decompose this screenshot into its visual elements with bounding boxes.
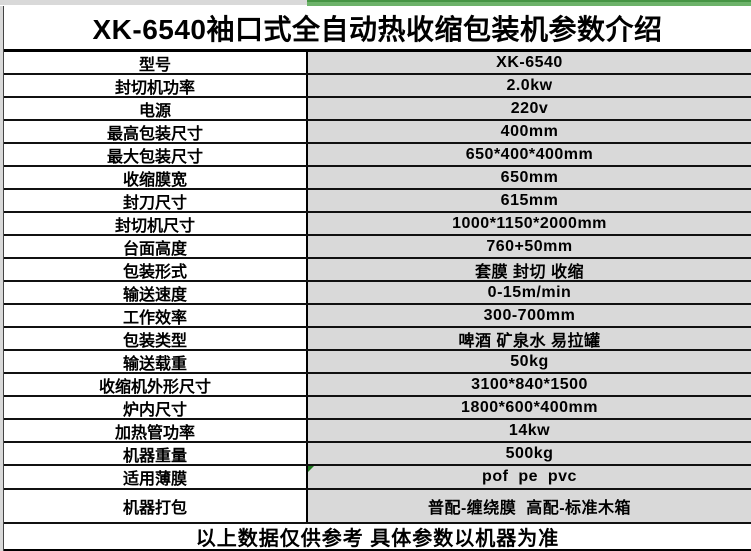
spec-value-cell: 普配-缠绕膜 高配-标准木箱 xyxy=(308,490,751,522)
table-row: 机器打包 普配-缠绕膜 高配-标准木箱 xyxy=(4,490,751,524)
table-row: 适用薄膜 pof pe pvc xyxy=(4,466,751,490)
spec-value-cell: 1800*600*400mm xyxy=(308,397,751,418)
spec-value-cell: 套膜 封切 收缩 xyxy=(308,259,751,281)
spec-label-cell: 最大包装尺寸 xyxy=(4,144,308,166)
spec-label-cell: 包装类型 xyxy=(4,328,308,350)
table-footer-row: 以上数据仅供参考 具体参数以机器为准 xyxy=(4,524,751,551)
spec-label-cell: 炉内尺寸 xyxy=(4,397,308,419)
cell-comment-flag-icon xyxy=(308,466,314,472)
top-edge-strip xyxy=(0,0,751,6)
spec-label-cell: 收缩膜宽 xyxy=(4,167,308,189)
table-row: 台面高度 760+50mm xyxy=(4,236,751,259)
spec-value-cell: 760+50mm xyxy=(308,236,751,257)
spec-value-cell: 220v xyxy=(308,98,751,119)
table-row: 包装类型 啤酒 矿泉水 易拉罐 xyxy=(4,328,751,351)
spec-rows: 型号 XK-6540 封切机功率 2.0kw 电源 220v 最高包装尺寸 400mm 最大包装… xyxy=(4,52,751,524)
table-row: 封刀尺寸 615mm xyxy=(4,190,751,213)
top-edge-gray xyxy=(0,0,307,6)
table-row: 工作效率 300-700mm xyxy=(4,305,751,328)
table-row: 封切机尺寸 1000*1150*2000mm xyxy=(4,213,751,236)
table-row: 最大包装尺寸 650*400*400mm xyxy=(4,144,751,167)
table-row: 电源 220v xyxy=(4,98,751,121)
spec-label-cell: 封切机尺寸 xyxy=(4,213,308,235)
spec-label-cell: 电源 xyxy=(4,98,308,120)
spec-value-cell: 500kg xyxy=(308,443,751,464)
spec-value-cell: 400mm xyxy=(308,121,751,142)
table-row: 封切机功率 2.0kw xyxy=(4,75,751,98)
spec-label-cell: 输送速度 xyxy=(4,282,308,304)
table-row: 机器重量 500kg xyxy=(4,443,751,466)
spec-label-cell: 机器打包 xyxy=(4,490,308,522)
spec-value-cell: 2.0kw xyxy=(308,75,751,96)
spec-value-cell: XK-6540 xyxy=(308,52,751,73)
spec-value-cell: 14kw xyxy=(308,420,751,441)
table-row: 型号 XK-6540 xyxy=(4,52,751,75)
spec-table: XK-6540袖口式全自动热收缩包装机参数介绍 型号 XK-6540 封切机功率 2.… xyxy=(3,6,751,551)
spec-label-cell: 封切机功率 xyxy=(4,75,308,97)
table-row: 加热管功率 14kw xyxy=(4,420,751,443)
spec-value-cell: 615mm xyxy=(308,190,751,211)
table-row: 输送载重 50kg xyxy=(4,351,751,374)
table-row: 炉内尺寸 1800*600*400mm xyxy=(4,397,751,420)
table-row: 收缩膜宽 650mm xyxy=(4,167,751,190)
spec-label-cell: 输送载重 xyxy=(4,351,308,373)
table-title-row: XK-6540袖口式全自动热收缩包装机参数介绍 xyxy=(4,6,751,52)
spec-value-cell: 3100*840*1500 xyxy=(308,374,751,395)
spec-value-cell: 300-700mm xyxy=(308,305,751,326)
spec-label-cell: 包装形式 xyxy=(4,259,308,281)
spec-value-cell: 啤酒 矿泉水 易拉罐 xyxy=(308,328,751,350)
table-row: 最高包装尺寸 400mm xyxy=(4,121,751,144)
spec-label-cell: 加热管功率 xyxy=(4,420,308,442)
spec-value-cell: 50kg xyxy=(308,351,751,372)
spec-value-cell: 650mm xyxy=(308,167,751,188)
top-edge-green-accent xyxy=(307,0,751,6)
spec-label-cell: 机器重量 xyxy=(4,443,308,465)
spec-label-cell: 适用薄膜 xyxy=(4,466,308,488)
table-row: 收缩机外形尺寸 3100*840*1500 xyxy=(4,374,751,397)
spec-value-cell: pof pe pvc xyxy=(308,466,751,488)
table-row: 输送速度 0-15m/min xyxy=(4,282,751,305)
left-edge-strip xyxy=(0,6,3,551)
table-row: 包装形式 套膜 封切 收缩 xyxy=(4,259,751,282)
spec-label-cell: 最高包装尺寸 xyxy=(4,121,308,143)
spec-label-cell: 型号 xyxy=(4,52,308,74)
spec-value-cell: 650*400*400mm xyxy=(308,144,751,165)
footer-note: 以上数据仅供参考 具体参数以机器为准 xyxy=(195,528,560,550)
spec-label-cell: 工作效率 xyxy=(4,305,308,327)
spec-value-cell: 0-15m/min xyxy=(308,282,751,303)
spec-label-cell: 封刀尺寸 xyxy=(4,190,308,212)
spec-label-cell: 台面高度 xyxy=(4,236,308,258)
spec-label-cell: 收缩机外形尺寸 xyxy=(4,374,308,396)
page-title: XK-6540袖口式全自动热收缩包装机参数介绍 xyxy=(92,13,663,45)
spec-value-cell: 1000*1150*2000mm xyxy=(308,213,751,234)
